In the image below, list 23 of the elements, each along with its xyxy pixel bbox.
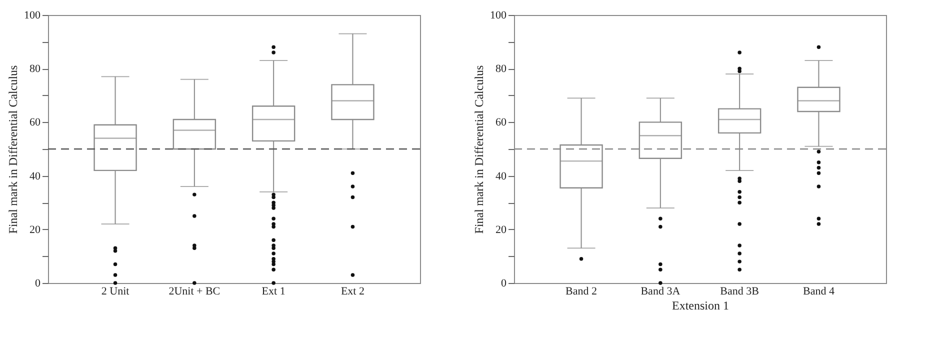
y-tick-label: 40 — [30, 170, 41, 182]
y-tick-label: 100 — [24, 10, 41, 22]
x-tick-label: Band 4 — [802, 286, 835, 298]
y-tick-label: 20 — [30, 224, 41, 236]
x-tick-label: 2Unit + BC — [168, 286, 220, 298]
y-axis-title: Final mark in Differential Calculus — [472, 64, 486, 234]
x-axis-title: Extension 1 — [672, 298, 729, 312]
y-axis-title: Final mark in Differential Calculus — [6, 64, 20, 234]
x-tick-label: Band 3A — [640, 286, 680, 298]
y-tick-label: 40 — [496, 170, 507, 182]
x-tick-label: Ext 1 — [262, 286, 286, 298]
y-tick-label: 60 — [30, 116, 41, 129]
y-tick-label: 0 — [35, 278, 41, 290]
x-tick-label: Ext 2 — [340, 286, 364, 298]
y-tick-label: 80 — [496, 63, 507, 76]
x-tick-label: Band 2 — [566, 286, 598, 298]
y-tick-label: 80 — [30, 63, 41, 76]
y-tick-label: 0 — [501, 278, 507, 290]
y-tick-label: 60 — [496, 116, 507, 129]
y-tick-label: 20 — [496, 224, 507, 236]
x-tick-label: Band 3B — [720, 286, 759, 298]
y-tick-label: 100 — [490, 10, 507, 22]
x-tick-label: 2 Unit — [101, 286, 130, 298]
